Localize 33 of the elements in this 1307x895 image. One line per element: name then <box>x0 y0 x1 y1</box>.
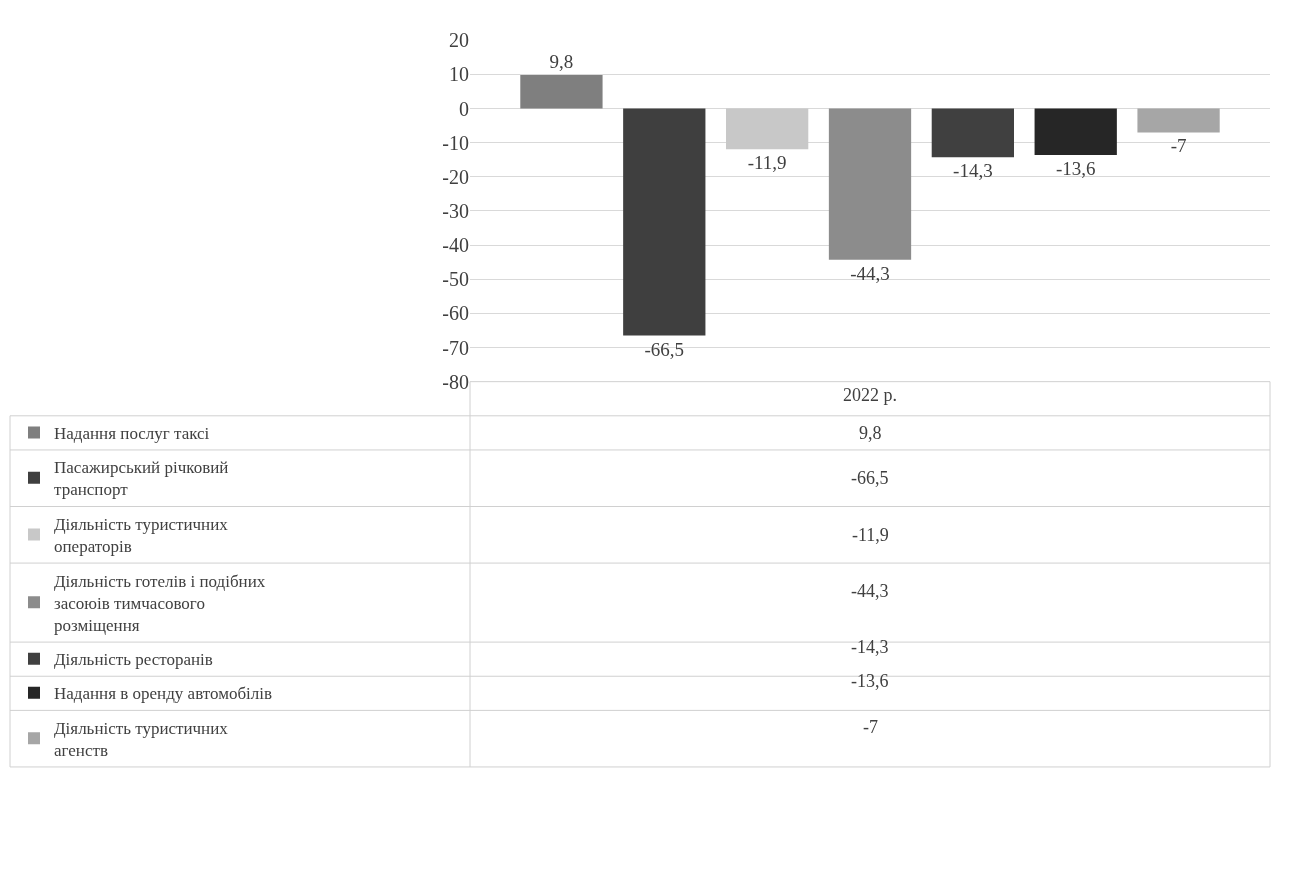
text: -44,3 <box>851 581 889 601</box>
y-tick-label: 20 <box>449 29 469 52</box>
legend-label: Діяльність туристичних операторів <box>54 514 229 557</box>
y-tick-label: -80 <box>442 370 469 393</box>
legend-label: Надання в оренду автомобілів <box>54 684 272 704</box>
y-tick-label: 10 <box>449 63 469 86</box>
data-label: -7 <box>1170 135 1187 157</box>
y-tick-label: -70 <box>442 336 469 359</box>
data-label: 9,8 <box>549 51 574 73</box>
y-tick-label: -20 <box>442 165 469 188</box>
y-tick-label: -10 <box>442 131 469 154</box>
data-label: -14,3 <box>953 160 993 182</box>
data-label: -44,3 <box>850 262 890 284</box>
text: -11,9 <box>852 525 889 545</box>
data-label: -66,5 <box>644 338 685 360</box>
legend-label: Діяльність ресторанів <box>54 650 213 670</box>
legend-label: Діяльність туристичних агенств <box>54 718 229 760</box>
text: -7 <box>863 717 878 737</box>
y-tick-label: 0 <box>459 97 469 120</box>
y-tick-label: -50 <box>442 268 469 291</box>
data-label: -13,6 <box>1055 157 1096 179</box>
data-label: -11,9 <box>747 152 787 174</box>
y-tick-label: -60 <box>442 302 469 325</box>
text: -14,3 <box>851 637 889 657</box>
text: -13,6 <box>851 671 889 691</box>
text: -66,5 <box>851 468 889 488</box>
legend-label: Надання послуг таксі <box>54 424 210 444</box>
legend-label: Діяльність готелів і подібних засоюів тимчасового розміщення <box>54 571 266 635</box>
y-tick-label: -30 <box>442 199 469 222</box>
text: 9,8 <box>859 423 882 443</box>
x-tick-label: 2022 р. <box>843 384 897 405</box>
legend-label: Пасажирський річковий транспорт <box>54 458 229 500</box>
y-tick-label: -40 <box>442 234 469 257</box>
